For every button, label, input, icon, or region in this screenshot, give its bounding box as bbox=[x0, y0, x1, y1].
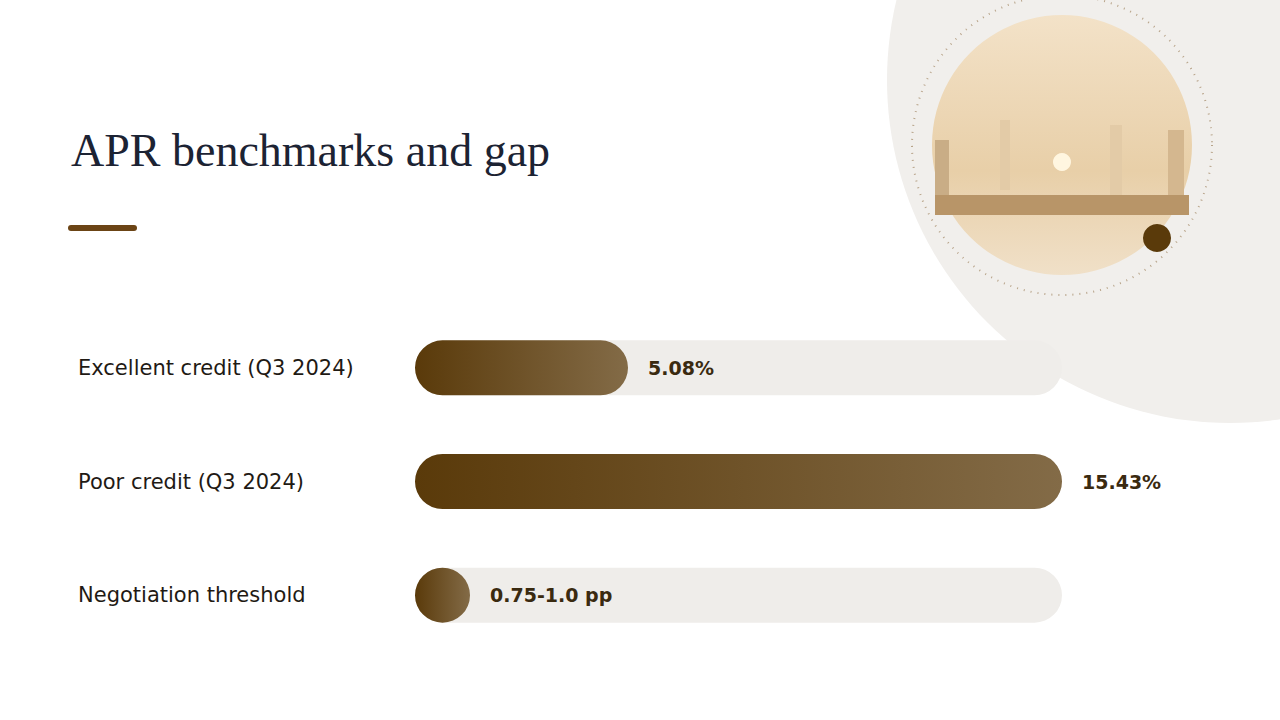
svg-text:Negotiation threshold: Negotiation threshold bbox=[78, 583, 306, 607]
svg-text:APR benchmarks and gap: APR benchmarks and gap bbox=[71, 125, 550, 176]
svg-text:0.75-1.0 pp: 0.75-1.0 pp bbox=[490, 584, 612, 606]
svg-text:15.43%: 15.43% bbox=[1082, 471, 1161, 493]
svg-text:5.08%: 5.08% bbox=[648, 357, 714, 379]
svg-text:Poor credit (Q3 2024): Poor credit (Q3 2024) bbox=[78, 470, 304, 494]
svg-text:Excellent credit (Q3 2024): Excellent credit (Q3 2024) bbox=[78, 356, 354, 380]
